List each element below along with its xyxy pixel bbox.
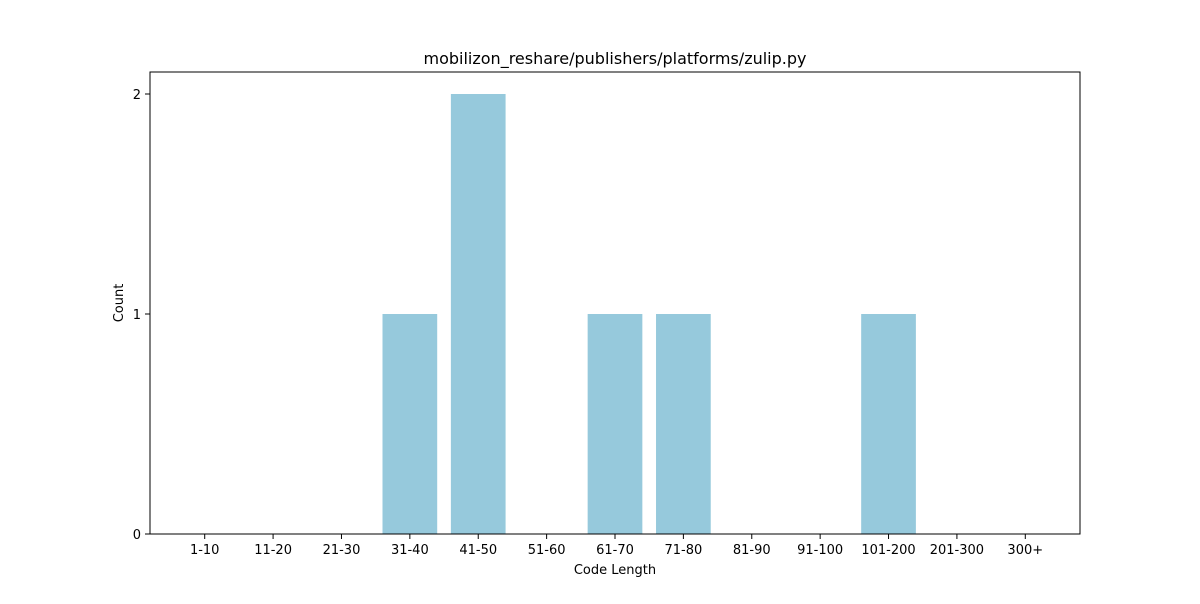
x-tick-label: 51-60 (528, 543, 566, 558)
x-tick-label: 300+ (1007, 543, 1043, 558)
x-axis-label: Code Length (574, 563, 656, 578)
x-tick-label: 61-70 (596, 543, 634, 558)
x-tick-label: 101-200 (861, 543, 915, 558)
x-tick-label: 201-300 (930, 543, 984, 558)
x-tick-label: 91-100 (797, 543, 843, 558)
x-tick-label: 11-20 (254, 543, 292, 558)
chart-title: mobilizon_reshare/publishers/platforms/z… (424, 49, 807, 69)
x-axis-ticks: 1-10 11-20 21-30 31-40 41-50 51-60 61-70 71-80 8… (190, 534, 1043, 558)
x-tick-label: 1-10 (190, 543, 220, 558)
bar-31-40 (382, 314, 438, 534)
bar-71-80 (656, 314, 711, 534)
y-axis-label: Count (112, 284, 127, 323)
bars-group (382, 94, 916, 534)
y-tick-label: 1 (133, 308, 141, 323)
bar-61-70 (587, 314, 643, 534)
bar-41-50 (450, 94, 506, 534)
x-tick-label: 31-40 (391, 543, 429, 558)
bar-101-200 (861, 314, 916, 534)
y-tick-label: 0 (133, 528, 141, 543)
x-tick-label: 21-30 (323, 543, 361, 558)
x-tick-label: 41-50 (459, 543, 497, 558)
x-tick-label: 81-90 (733, 543, 771, 558)
x-tick-label: 71-80 (664, 543, 702, 558)
y-axis-ticks: 0 1 2 (133, 88, 150, 543)
y-tick-label: 2 (133, 88, 141, 103)
